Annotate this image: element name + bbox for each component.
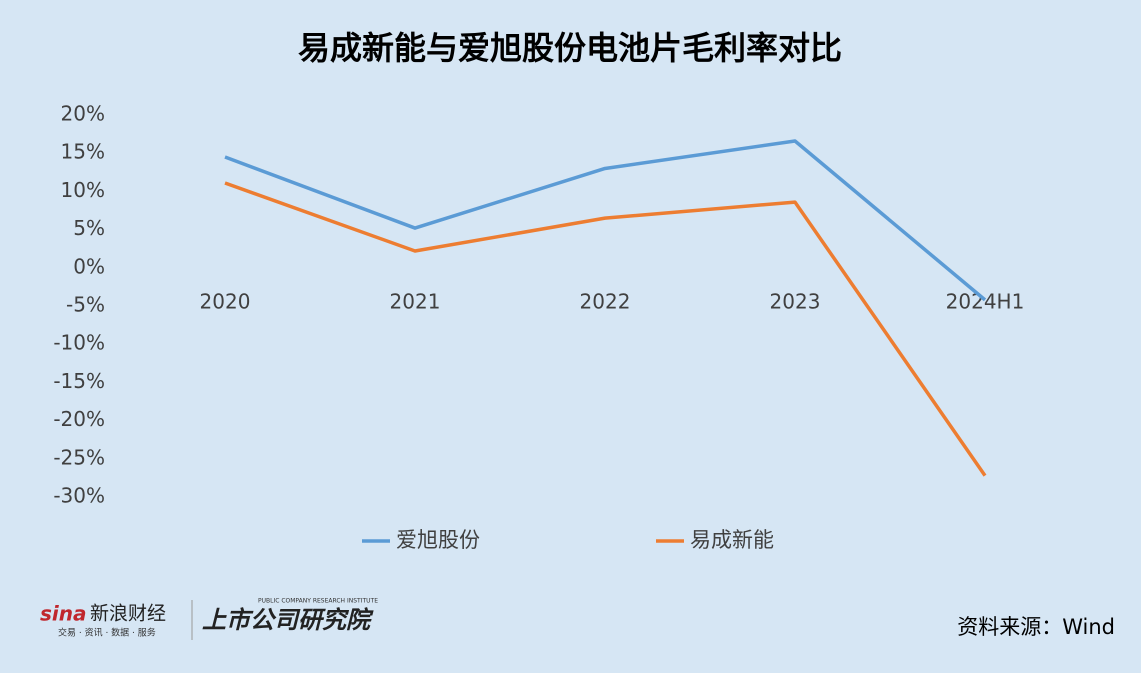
y-tick-label: 5%	[73, 216, 105, 240]
y-tick-label: -30%	[53, 484, 105, 508]
logo-institute-en: PUBLIC COMPANY RESEARCH INSTITUTE	[258, 598, 378, 605]
source-note: 资料来源：Wind	[957, 615, 1115, 639]
x-tick-label: 2024H1	[946, 289, 1025, 313]
logo-name: 新浪财经	[90, 603, 166, 625]
chart-title: 易成新能与爱旭股份电池片毛利率对比	[298, 29, 842, 67]
legend-label: 易成新能	[690, 528, 774, 552]
y-tick-label: 0%	[73, 254, 105, 278]
x-tick-label: 2020	[200, 289, 251, 313]
y-tick-label: -20%	[53, 407, 105, 431]
y-tick-label: -5%	[66, 293, 105, 317]
logo: sina 新浪财经 交易 · 资讯 · 数据 · 服务 PUBLIC COMPA…	[40, 598, 378, 640]
logo-institute: 上市公司研究院	[202, 606, 374, 634]
y-tick-label: -15%	[53, 369, 105, 393]
y-tick-label: 10%	[61, 178, 105, 202]
series-line	[224, 181, 987, 477]
x-tick-label: 2021	[390, 289, 441, 313]
x-tick-label: 2023	[770, 289, 821, 313]
legend-label: 爱旭股份	[396, 528, 480, 552]
y-tick-label: 15%	[61, 140, 105, 164]
y-tick-label: -25%	[53, 445, 105, 469]
y-tick-label: -10%	[53, 331, 105, 355]
x-tick-label: 2022	[580, 289, 631, 313]
series-line	[224, 139, 987, 302]
logo-tagline: 交易 · 资讯 · 数据 · 服务	[58, 627, 156, 639]
logo-brand: sina	[40, 602, 87, 626]
y-tick-label: 20%	[61, 102, 105, 126]
